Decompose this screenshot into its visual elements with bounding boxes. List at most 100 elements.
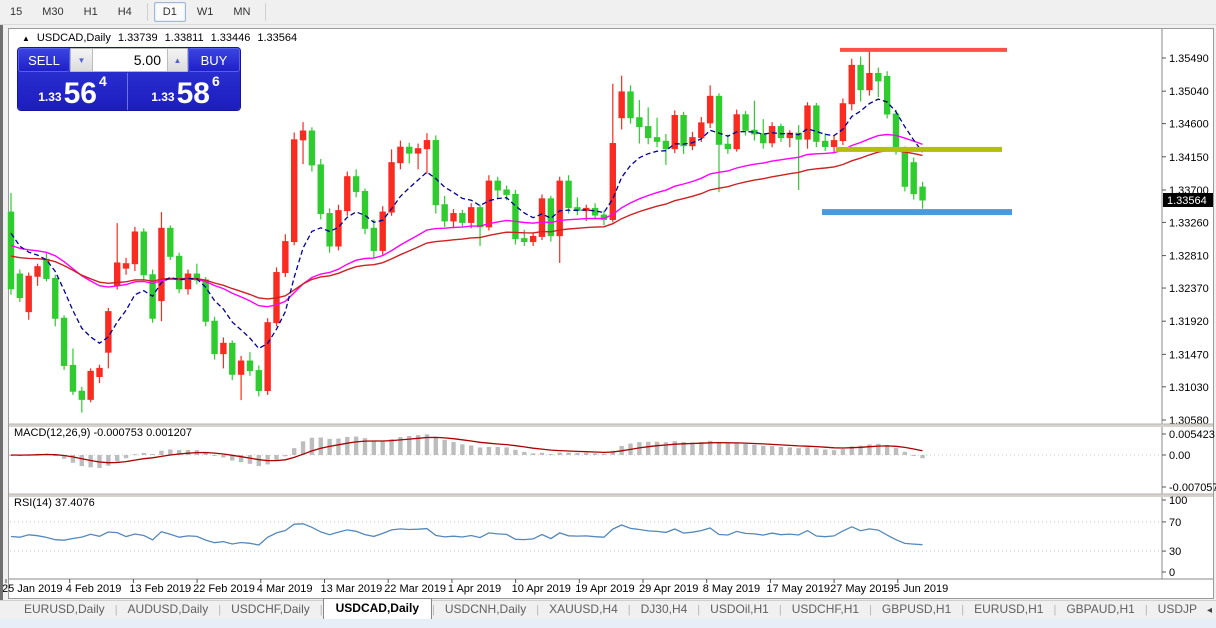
chart-tab-usdoil-h1[interactable]: USDOil,H1 xyxy=(710,602,769,616)
macd-histogram-bar xyxy=(911,455,916,456)
candle-body xyxy=(229,342,236,375)
ask-price-button[interactable]: 1.33 58 6 xyxy=(131,73,240,110)
current-price-badge xyxy=(1163,192,1213,207)
candle-body xyxy=(237,360,245,375)
candle-body xyxy=(131,231,139,265)
macd-histogram-bar xyxy=(230,455,235,461)
macd-histogram-bar xyxy=(221,455,226,458)
chart-window-bg[interactable] xyxy=(9,29,1213,598)
chart-tab-usdcnh-daily[interactable]: USDCNH,Daily xyxy=(444,602,527,616)
bid-price-button[interactable]: 1.33 56 4 xyxy=(18,73,128,110)
one-click-collapse-icon[interactable]: ▲ xyxy=(22,33,30,43)
chart-tab-usdchf-h1[interactable]: USDCHF,H1 xyxy=(791,602,860,616)
candle-body xyxy=(627,91,634,119)
tab-separator: | xyxy=(778,604,782,616)
macd-histogram-bar xyxy=(575,452,580,455)
macd-histogram-bar xyxy=(566,452,571,455)
candle-body xyxy=(7,211,15,290)
macd-histogram-bar xyxy=(672,441,677,455)
macd-histogram-bar xyxy=(539,452,545,455)
candle-body xyxy=(512,193,519,240)
support-line[interactable] xyxy=(822,209,1012,216)
macd-histogram-bar xyxy=(309,437,315,455)
panel-separator[interactable] xyxy=(9,494,1213,497)
candle-body xyxy=(680,115,687,147)
timeframe-button-mn[interactable]: MN xyxy=(233,6,251,18)
chart-tab-dj30-h4[interactable]: DJ30,H4 xyxy=(640,602,688,616)
candle-body xyxy=(636,117,643,128)
ma-slow-line[interactable] xyxy=(10,149,923,300)
timeframe-button-d1[interactable]: D1 xyxy=(153,2,186,22)
chart-tab-usdchf-daily[interactable]: USDCHF,Daily xyxy=(231,602,310,616)
chart-tab-eurusd-h1[interactable]: EURUSD,H1 xyxy=(974,602,1044,616)
candle-body xyxy=(822,140,829,147)
price-axis-label: 1.31030 xyxy=(1169,382,1209,394)
rsi-axis-label: 100 xyxy=(1169,495,1187,507)
macd-histogram-bar xyxy=(70,455,76,463)
macd-histogram-bar xyxy=(238,455,244,463)
macd-histogram-bar xyxy=(548,454,554,456)
bid-big-digits: 56 xyxy=(63,77,97,110)
candle-body xyxy=(105,311,112,353)
timeframe-button-m30[interactable]: M30 xyxy=(42,6,64,18)
macd-histogram-bar xyxy=(522,451,527,455)
bid-ask-row: 1.33 56 4 1.33 58 6 xyxy=(18,73,240,110)
macd-histogram-bar xyxy=(902,451,908,455)
macd-histogram-bar xyxy=(318,437,323,455)
macd-histogram-bar xyxy=(132,454,138,456)
buy-button[interactable]: BUY xyxy=(188,48,240,72)
tab-scroll-left-icon[interactable]: ◂ xyxy=(1207,605,1213,616)
candle-body xyxy=(255,370,263,392)
tab-separator: | xyxy=(869,604,872,616)
macd-signal-line[interactable] xyxy=(10,436,923,464)
pivot-line[interactable] xyxy=(836,146,1002,152)
candle-body xyxy=(724,143,732,150)
chart-tab-usdcad-daily[interactable]: USDCAD,Daily xyxy=(322,598,432,619)
resistance-line[interactable] xyxy=(840,47,1007,52)
timeframe-button-h1[interactable]: H1 xyxy=(83,6,98,18)
timeframe-button-15[interactable]: 15 xyxy=(10,6,23,18)
volume-control: ▼ 5.00 ▲ xyxy=(70,48,188,72)
chart-tab-xauusd-h4[interactable]: XAUUSD,H4 xyxy=(549,602,618,616)
ma-mid-line[interactable] xyxy=(10,133,923,308)
macd-histogram-bar xyxy=(752,444,757,455)
timeframe-button-h4[interactable]: H4 xyxy=(117,6,132,18)
tab-separator: | xyxy=(1053,604,1057,616)
chart-tab-audusd-daily[interactable]: AUDUSD,Daily xyxy=(127,602,209,616)
macd-histogram-bar xyxy=(159,450,164,455)
macd-histogram-bar xyxy=(486,446,492,455)
rsi-line[interactable] xyxy=(10,523,923,546)
macd-histogram-bar xyxy=(592,453,598,455)
candle-body xyxy=(883,75,891,115)
rsi-axis-label: 70 xyxy=(1169,517,1181,529)
chart-tab-eurusd-daily[interactable]: EURUSD,Daily xyxy=(24,602,105,616)
time-axis-label: 10 Apr 2019 xyxy=(512,583,571,595)
chart-tab-gbpaud-h1[interactable]: GBPAUD,H1 xyxy=(1066,602,1135,616)
tab-scroll-buttons: ◂▸ xyxy=(1207,605,1216,619)
macd-histogram-bar xyxy=(442,439,447,455)
panel-separator[interactable] xyxy=(9,424,1213,427)
macd-histogram-bar xyxy=(743,443,748,455)
macd-histogram-bar xyxy=(371,440,377,455)
volume-dropdown-icon[interactable]: ▼ xyxy=(71,49,93,71)
macd-histogram-bar xyxy=(292,448,297,455)
candle-body xyxy=(476,207,484,228)
chart-tab-usdjp[interactable]: USDJP xyxy=(1157,602,1198,616)
sell-button[interactable]: SELL xyxy=(18,48,70,72)
timeframe-toolbar: 15 M30 H1 H4 D1 W1 MN xyxy=(0,0,1216,25)
candle-body xyxy=(804,105,811,140)
macd-histogram-bar xyxy=(823,449,828,455)
chart-tab-gbpusd-h1[interactable]: GBPUSD,H1 xyxy=(881,602,952,616)
timeframe-button-w1[interactable]: W1 xyxy=(196,6,214,18)
macd-histogram-bar xyxy=(212,455,217,456)
candle-body xyxy=(246,360,254,372)
candle-body xyxy=(52,277,59,319)
volume-input[interactable]: 5.00 xyxy=(93,49,167,71)
macd-histogram-bar xyxy=(787,447,792,455)
volume-up-icon[interactable]: ▲ xyxy=(167,49,187,71)
candle-body xyxy=(618,91,625,119)
candle-body xyxy=(777,126,785,139)
macd-histogram-bar xyxy=(707,440,713,455)
window-left-edge xyxy=(0,25,3,600)
